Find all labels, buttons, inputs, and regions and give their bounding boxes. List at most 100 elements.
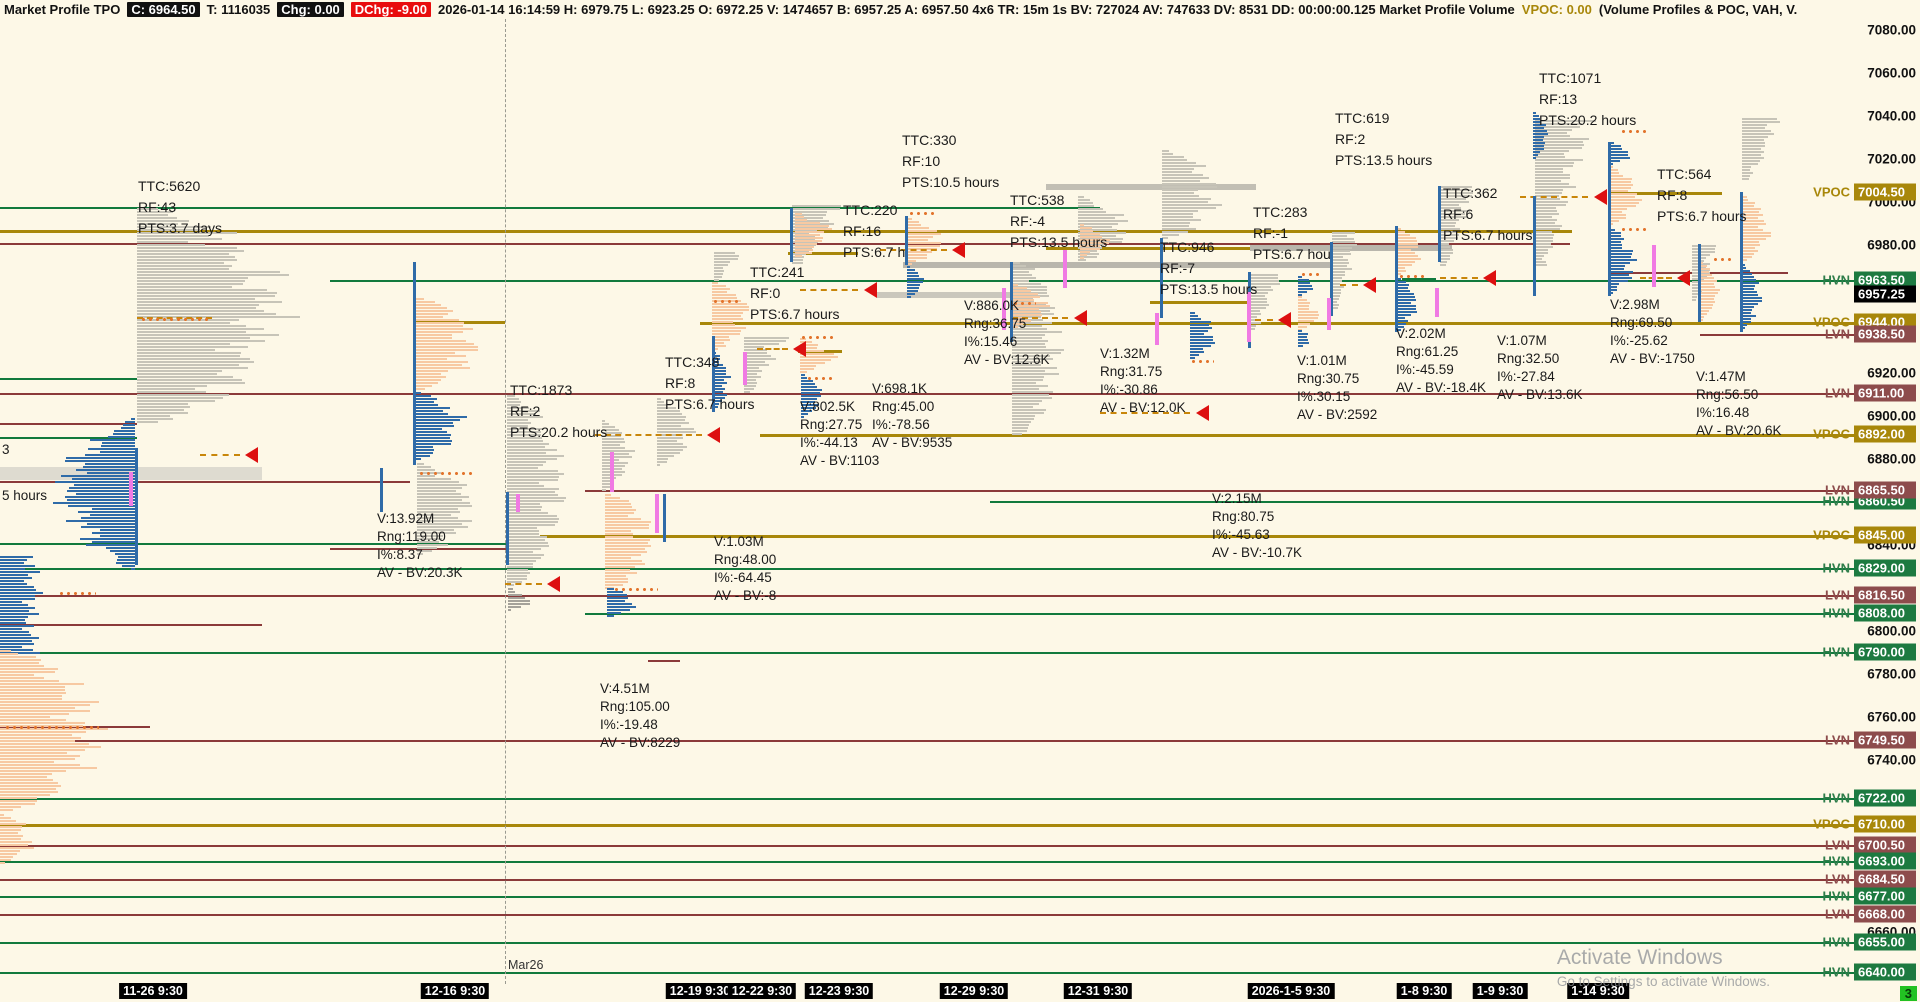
date-tick-label[interactable]: 12-29 9:30 (939, 983, 1009, 999)
price-level-badge-hvn[interactable]: HVN 6722.00 (1823, 789, 1916, 807)
tpo-profile-bar (90, 439, 135, 441)
tpo-profile-bar (415, 395, 431, 397)
tpo-profile-bar (657, 452, 680, 454)
price-level-badge-hvn[interactable]: HVN 6808.00 (1822, 604, 1916, 622)
price-level-badge-lvn[interactable]: LVN 6816.50 (1825, 586, 1916, 604)
price-level-badge-hvn[interactable]: HVN 6790.00 (1823, 643, 1916, 661)
tpo-profile-bar (795, 255, 802, 257)
tpo-profile-bar (795, 213, 802, 215)
level-type-label: HVN (1822, 493, 1850, 509)
opening-range-blue-line (790, 208, 793, 262)
tpo-profile-bar (1012, 274, 1033, 276)
tpo-profile-bar (795, 222, 820, 224)
opening-range-blue-line (905, 216, 908, 265)
tpo-profile-bar (0, 680, 59, 682)
tpo-profile-bar (1397, 287, 1409, 289)
tpo-profile-bar (1397, 261, 1415, 263)
level-type-label: HVN (1822, 853, 1850, 869)
price-level-badge-lvn[interactable]: LVN 6668.00 (1825, 905, 1916, 923)
tpo-profile-bar (1397, 323, 1406, 325)
tpo-profile-bar (1162, 195, 1199, 197)
tpo-profile-bar (1608, 178, 1632, 180)
price-level-badge-vpoc[interactable]: VPOC 6710.00 (1813, 815, 1916, 833)
tpo-profile-bar (1012, 305, 1051, 307)
level-type-label: HVN (1822, 605, 1850, 621)
tpo-profile-bar (605, 536, 633, 538)
chart-area[interactable]: TTC:5620 RF:43 PTS:3.7 days TTC:1873 RF:2 PTS… (0, 19, 1858, 979)
price-level-badge-lvn[interactable]: LVN 6911.00 (1825, 384, 1916, 402)
tpo-profile-bar (81, 517, 135, 519)
tpo-profile-bar (124, 421, 135, 423)
date-tick-label[interactable]: 12-19 9:30 (665, 983, 735, 999)
tpo-profile-bar (137, 259, 238, 261)
date-tick-label[interactable]: 12-16 9:30 (420, 983, 490, 999)
tpo-profile-bar (1700, 268, 1711, 270)
date-tick-label[interactable]: 2026-1-5 9:30 (1247, 983, 1335, 999)
tpo-profile-bar (1298, 333, 1308, 335)
date-axis[interactable]: 11-26 9:30 12-16 9:30 12-19 9:30 12-22 9:30… (0, 981, 1920, 1002)
tpo-profile-bar (1080, 224, 1084, 226)
price-level-badge-hvn[interactable]: HVN 6677.00 (1822, 887, 1916, 905)
date-tick-label[interactable]: 12-22 9:30 (727, 983, 797, 999)
tpo-profile-bar (1742, 202, 1755, 204)
price-level-badge-lvn[interactable]: LVN 6749.50 (1825, 731, 1916, 749)
tpo-profile-bar (744, 358, 777, 360)
tpo-profile-bar (1535, 261, 1546, 263)
tpo-profile-bar (1012, 424, 1030, 426)
date-tick-label[interactable]: 1-8 9:30 (1396, 983, 1452, 999)
tpo-profile-bar (1700, 316, 1704, 318)
tpo-profile-bar (507, 476, 559, 478)
poc-arrow-marker-icon (864, 282, 877, 298)
poc-arrow-marker-icon (1483, 270, 1496, 286)
tpo-profile-bar (744, 391, 750, 393)
tpo-profile-bar (712, 315, 741, 317)
tpo-profile-bar (508, 609, 512, 611)
tpo-profile-bar (1080, 242, 1110, 244)
tpo-profile-bar (1608, 145, 1621, 147)
tpo-profile-bar (1742, 315, 1756, 317)
price-level-badge-hvn[interactable]: HVN 6655.00 (1823, 933, 1916, 951)
price-level-badge-last[interactable]: 6957.25 (1854, 285, 1916, 303)
date-tick-label[interactable]: 12-31 9:30 (1063, 983, 1133, 999)
tpo-profile-bar (1742, 175, 1750, 177)
tpo-profile-bar (137, 244, 206, 246)
tpo-profile-bar (801, 389, 822, 391)
date-tick-label[interactable]: 1-14 9:30 (1567, 983, 1629, 999)
tpo-profile-bar (507, 572, 530, 574)
price-level-badge-vpoc[interactable]: VPOC 6892.00 (1813, 425, 1916, 443)
tpo-profile-bar (1190, 330, 1208, 332)
date-tick-label[interactable]: 1-9 9:30 (1472, 983, 1528, 999)
price-level-badge-lvn[interactable]: LVN 6684.50 (1825, 870, 1916, 888)
grey-band (903, 262, 1330, 268)
price-level-badge-lvn[interactable]: LVN 6865.50 (1825, 481, 1916, 499)
date-tick-label[interactable]: 12-23 9:30 (804, 983, 874, 999)
tpo-profile-bar (1397, 267, 1405, 269)
tpo-profile-bar (1012, 277, 1036, 279)
date-tick-label[interactable]: 11-26 9:30 (119, 983, 187, 999)
tpo-profile-bar (1397, 240, 1418, 242)
price-level-badge-hvn[interactable]: HVN 6963.50 (1823, 271, 1916, 289)
tpo-profile-bar (801, 395, 822, 397)
tpo-profile-bar (415, 376, 446, 378)
price-level-badge-hvn[interactable]: HVN 6640.00 (1823, 963, 1916, 981)
price-level-badge-hvn[interactable]: HVN 6829.00 (1823, 559, 1916, 577)
activate-windows-watermark: Activate Windows Go to Settings to activ… (1557, 946, 1770, 989)
tpo-profile-bar (1190, 348, 1204, 350)
tpo-profile-bar (0, 788, 56, 790)
level-type-label: HVN (1822, 888, 1850, 904)
price-level-badge-vpoc[interactable]: VPOC 7004.50 (1813, 183, 1916, 201)
price-level-badge-lvn[interactable]: LVN 6700.50 (1825, 836, 1916, 854)
tpo-profile-bar (1608, 268, 1625, 270)
tpo-profile-bar (1012, 331, 1062, 333)
price-level-badge-hvn[interactable]: HVN 6693.00 (1822, 852, 1916, 870)
dotted-marker-row (1012, 302, 1036, 305)
tpo-profile-bar (507, 533, 539, 535)
volume-stats-annotation: V:1.32M Rng:31.75 I%:-30.86 AV - BV:12.0K (1100, 346, 1186, 415)
price-level-badge-vpoc[interactable]: VPOC 6845.00 (1813, 526, 1916, 544)
tpo-profile-bar (507, 506, 542, 508)
dotted-marker-row (712, 300, 742, 303)
price-level-badge-lvn[interactable]: LVN 6938.50 (1825, 325, 1916, 343)
price-axis[interactable]: 7080.00 7060.00 7040.00 7020.00 7000.00 6980.… (1813, 19, 1920, 981)
tpo-profile-bar (1012, 323, 1023, 325)
poc-leader-dashed-line (1255, 319, 1273, 321)
